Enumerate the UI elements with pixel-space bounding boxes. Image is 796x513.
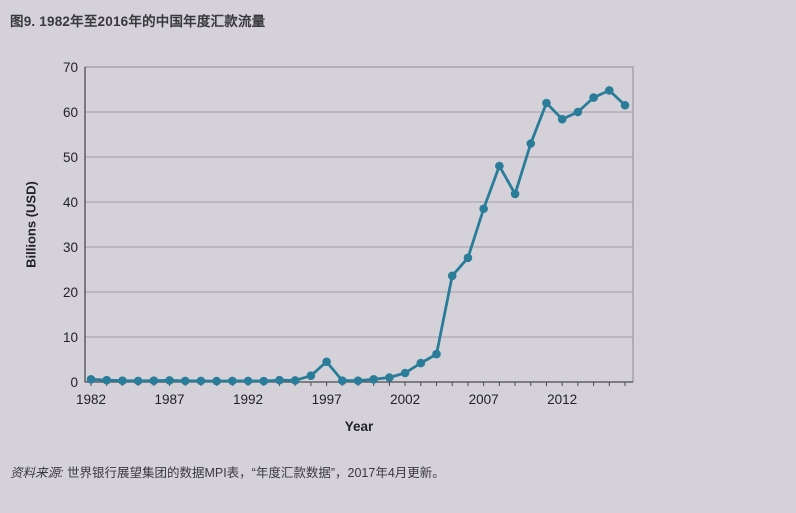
- data-point: [510, 189, 520, 199]
- x-tick-label: 2002: [390, 392, 420, 407]
- plot-border: [84, 66, 634, 383]
- data-point: [542, 98, 551, 108]
- x-tick-label: 1992: [233, 392, 263, 407]
- data-point: [196, 376, 206, 386]
- data-point: [133, 376, 143, 386]
- data-point: [432, 349, 441, 359]
- data-point: [228, 376, 237, 386]
- data-point: [400, 368, 410, 378]
- y-tick-label: 70: [63, 60, 78, 75]
- data-point: [165, 376, 174, 385]
- data-point: [275, 375, 284, 385]
- source-label: 资料来源:: [10, 466, 64, 480]
- data-point: [447, 271, 457, 281]
- x-tick-label: 1987: [155, 392, 185, 407]
- data-point: [243, 376, 253, 386]
- data-point: [353, 376, 363, 385]
- data-point: [573, 107, 583, 117]
- data-point: [212, 376, 221, 386]
- data-point: [149, 376, 159, 385]
- data-point: [604, 86, 614, 95]
- y-tick-label: 40: [63, 195, 78, 210]
- y-tick-label: 20: [63, 285, 78, 300]
- data-point: [102, 375, 112, 385]
- source-text: 世界银行展望集团的数据MPI表，“年度汇款数据”，2017年4月更新。: [63, 466, 445, 480]
- x-axis-title: Year: [344, 419, 374, 434]
- data-point: [557, 114, 567, 124]
- y-axis-title: Billions (USD): [23, 181, 39, 268]
- data-point: [118, 376, 127, 385]
- data-point: [526, 139, 536, 148]
- data-point: [463, 253, 473, 263]
- data-point: [322, 357, 331, 367]
- figure-title: 图9. 1982年至2016年的中国年度汇款流量: [10, 14, 266, 29]
- data-point: [306, 371, 316, 381]
- data-point: [479, 204, 488, 214]
- data-point: [86, 375, 96, 384]
- y-tick-label: 30: [63, 240, 78, 255]
- y-tick-label: 50: [63, 150, 78, 165]
- x-tick-label: 2007: [469, 392, 499, 407]
- x-tick-label: 2012: [547, 392, 577, 407]
- x-tick-label: 1997: [312, 392, 342, 407]
- line-chart: 0 10 20 30 40 50 60 70 1982 1987 1992 1997 2002 2007 2…: [63, 60, 634, 407]
- data-point: [259, 376, 269, 386]
- data-point: [290, 376, 300, 385]
- data-point: [620, 100, 630, 110]
- data-point: [180, 376, 190, 386]
- data-point: [589, 93, 598, 102]
- y-tick-label: 60: [63, 105, 78, 120]
- x-tick-label: 1982: [76, 392, 106, 407]
- data-point: [369, 375, 379, 384]
- data-point: [495, 161, 504, 171]
- y-tick-label: 0: [70, 375, 78, 390]
- y-tick-label: 10: [63, 330, 78, 345]
- data-point: [385, 373, 394, 382]
- data-point: [337, 376, 347, 385]
- source-note: 资料来源: 世界银行展望集团的数据MPI表，“年度汇款数据”，2017年4月更新…: [10, 462, 445, 481]
- data-point: [416, 358, 426, 368]
